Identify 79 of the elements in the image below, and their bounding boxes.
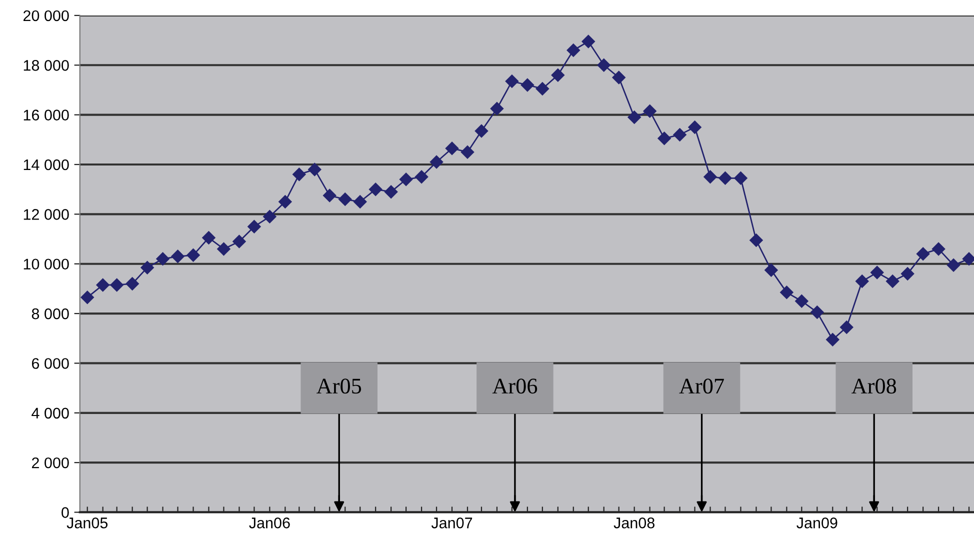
point bbox=[96, 278, 110, 292]
x-tick-label: Jan06 bbox=[249, 518, 290, 528]
point bbox=[384, 185, 398, 198]
point bbox=[171, 250, 184, 263]
point bbox=[566, 44, 580, 57]
point bbox=[826, 333, 840, 346]
point bbox=[520, 78, 534, 92]
point bbox=[445, 142, 459, 155]
y-tick-label: 14 000 bbox=[24, 159, 69, 170]
point bbox=[308, 162, 322, 176]
point bbox=[323, 188, 336, 202]
y-tick-label: 4 000 bbox=[32, 408, 69, 419]
y-tick-label: 16 000 bbox=[24, 110, 69, 120]
point bbox=[658, 132, 671, 145]
point bbox=[628, 110, 641, 124]
y-tick-label: 0 bbox=[62, 507, 69, 518]
point bbox=[505, 74, 519, 88]
point bbox=[430, 155, 444, 169]
point bbox=[126, 277, 139, 290]
point bbox=[292, 168, 306, 182]
point bbox=[886, 274, 900, 288]
point bbox=[217, 242, 230, 256]
point bbox=[278, 195, 292, 208]
point bbox=[140, 260, 154, 274]
point bbox=[795, 294, 808, 308]
y-tick-label: 20 000 bbox=[23, 10, 69, 22]
point bbox=[399, 172, 413, 186]
point bbox=[962, 252, 974, 266]
point bbox=[750, 234, 763, 247]
point bbox=[474, 124, 488, 138]
point bbox=[156, 252, 170, 266]
y-tick-label: 6 000 bbox=[32, 358, 69, 369]
point bbox=[643, 104, 656, 118]
point bbox=[734, 172, 748, 185]
point bbox=[368, 182, 382, 196]
point bbox=[460, 145, 474, 159]
point bbox=[718, 172, 732, 185]
ref-line-label: Ar08 bbox=[851, 378, 896, 394]
x-tick-label: Jan08 bbox=[614, 518, 654, 528]
point bbox=[612, 70, 626, 84]
point bbox=[780, 286, 794, 300]
point bbox=[840, 320, 854, 334]
point bbox=[932, 242, 946, 256]
point bbox=[704, 170, 717, 184]
x-tick-label: Jan05 bbox=[66, 518, 108, 528]
point bbox=[900, 267, 914, 280]
point bbox=[597, 58, 610, 72]
point bbox=[551, 68, 564, 82]
y-tick-label: 10 000 bbox=[24, 258, 69, 270]
point bbox=[263, 210, 276, 224]
point bbox=[354, 195, 367, 208]
point bbox=[764, 263, 778, 277]
y-tick-label: 12 000 bbox=[24, 209, 69, 220]
point bbox=[110, 278, 124, 292]
y-tick-label: 18 000 bbox=[24, 60, 69, 71]
x-tick-label: Jan09 bbox=[796, 518, 838, 528]
point bbox=[582, 34, 595, 48]
point bbox=[870, 266, 884, 280]
point bbox=[688, 120, 702, 134]
y-tick-label: 8 000 bbox=[32, 308, 69, 320]
point bbox=[414, 170, 428, 184]
point bbox=[80, 290, 94, 304]
point bbox=[946, 258, 960, 272]
point bbox=[810, 306, 824, 319]
point bbox=[186, 248, 200, 262]
point bbox=[856, 274, 869, 288]
ref-line-label: Ar05 bbox=[316, 378, 362, 394]
x-tick-label: Jan07 bbox=[431, 518, 472, 528]
ref-line-label: Ar07 bbox=[679, 378, 724, 394]
y-tick-label: 2 000 bbox=[32, 457, 69, 468]
point bbox=[490, 102, 504, 116]
ref-line-label: Ar06 bbox=[492, 378, 538, 394]
point bbox=[338, 192, 352, 206]
point bbox=[916, 247, 930, 261]
point bbox=[536, 82, 550, 96]
point bbox=[202, 231, 216, 244]
point bbox=[673, 128, 686, 142]
point bbox=[248, 220, 261, 234]
point bbox=[232, 234, 246, 248]
